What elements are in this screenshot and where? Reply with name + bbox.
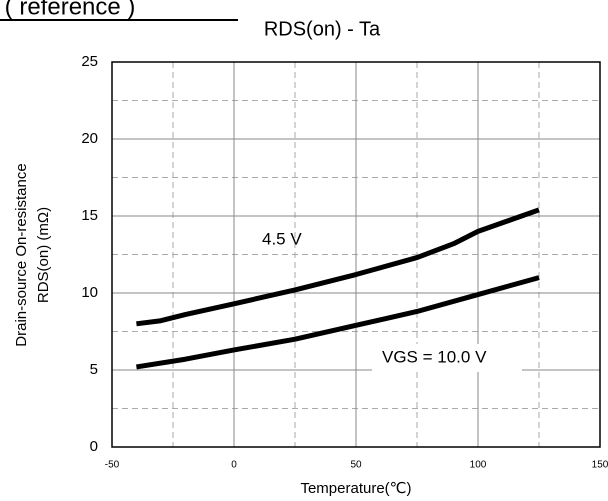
x-tick-label: -50 xyxy=(105,460,120,471)
annotation: VGS = 10.0 V xyxy=(382,347,487,366)
y-tick-label: 25 xyxy=(81,53,98,70)
y-tick-label: 20 xyxy=(81,130,98,147)
y-tick-label: 5 xyxy=(90,361,98,378)
y-axis-label: RDS(on) (mΩ) xyxy=(35,207,52,303)
data-line xyxy=(136,207,540,327)
y-axis-label: Drain-source On-resistance xyxy=(13,163,30,346)
section-heading: ta ( reference ) xyxy=(0,0,135,20)
y-tick-label: 15 xyxy=(81,207,98,224)
chart-title: RDS(on) - Ta xyxy=(264,18,381,40)
header: ta ( reference ) xyxy=(0,0,238,21)
y-tick-label: 10 xyxy=(81,284,98,301)
plot-frame xyxy=(111,61,601,448)
x-tick-label: 50 xyxy=(350,460,362,471)
y-tick-label: 0 xyxy=(90,438,98,455)
data-line xyxy=(136,275,540,370)
x-axis-label: Temperature(℃) xyxy=(300,480,411,497)
x-tick-label: 100 xyxy=(470,460,487,471)
annotation: 4.5 V xyxy=(262,229,302,248)
annotation-bg xyxy=(372,344,522,372)
x-tick-label: 150 xyxy=(592,460,608,471)
x-tick-label: 0 xyxy=(231,460,237,471)
